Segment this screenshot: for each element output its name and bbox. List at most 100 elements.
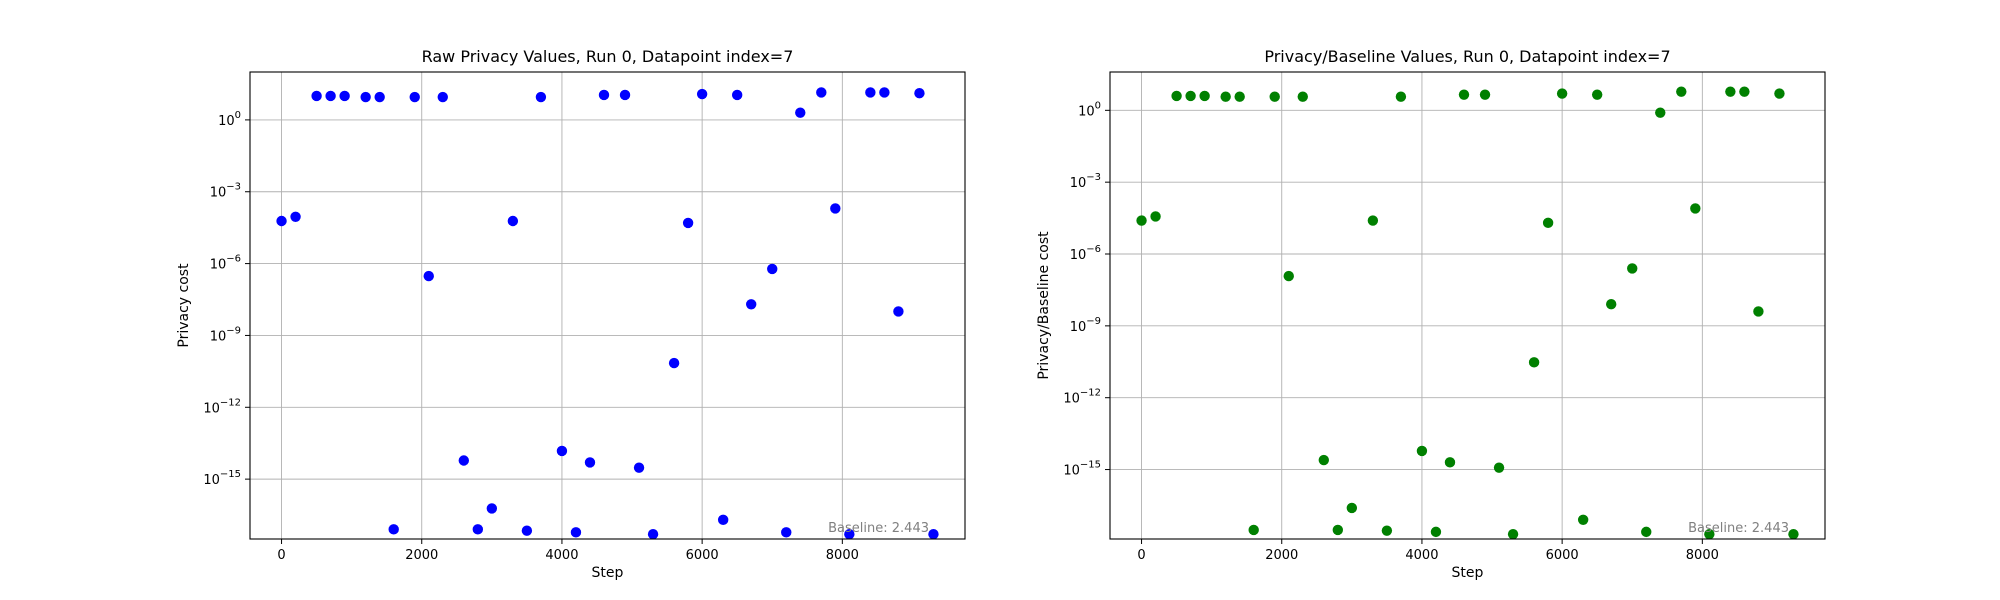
x-tick-label: 2000 <box>405 548 438 563</box>
data-point <box>633 462 645 473</box>
data-point <box>374 91 385 103</box>
data-point <box>1248 524 1259 536</box>
data-point <box>1430 526 1442 538</box>
data-point <box>1479 89 1491 100</box>
data-point <box>1346 502 1358 514</box>
data-point <box>1234 91 1245 102</box>
y-tick-base: 10 <box>218 114 235 129</box>
data-point <box>1753 306 1764 317</box>
x-tick-label: 0 <box>277 548 285 563</box>
y-tick-label: 100 <box>218 110 241 129</box>
data-point <box>311 90 322 102</box>
data-point <box>1150 211 1161 222</box>
data-point <box>1641 526 1652 538</box>
chart-title: Privacy/Baseline Values, Run 0, Datapoin… <box>1264 47 1670 66</box>
y-tick-exponent: −12 <box>220 397 241 408</box>
data-point <box>1171 90 1182 102</box>
data-point <box>325 90 336 102</box>
x-axis-label: Step <box>1452 565 1484 581</box>
data-point <box>696 88 708 100</box>
y-axis-label: Privacy/Baseline cost <box>1036 231 1052 380</box>
y-tick-exponent: −9 <box>1086 316 1101 327</box>
y-tick-exponent: −12 <box>1080 388 1101 399</box>
data-point <box>1556 88 1568 99</box>
data-point <box>1136 215 1147 226</box>
data-point <box>486 503 498 514</box>
x-tick-label: 4000 <box>1405 548 1438 563</box>
y-tick-base: 10 <box>210 329 227 344</box>
data-point <box>1591 89 1603 100</box>
y-tick-label: 10−9 <box>1070 316 1101 335</box>
plot-frame <box>1109 71 1826 540</box>
data-point <box>535 91 547 103</box>
y-tick-base: 10 <box>210 258 227 273</box>
data-point <box>598 89 610 101</box>
data-point <box>388 524 399 535</box>
data-point <box>339 90 350 102</box>
plot-area <box>250 72 965 539</box>
y-tick-base: 10 <box>1063 392 1080 407</box>
data-point <box>409 91 420 103</box>
y-tick-exponent: −3 <box>1086 172 1101 183</box>
data-point <box>865 87 876 98</box>
data-point <box>360 91 371 103</box>
y-tick-label: 10−6 <box>1070 244 1101 263</box>
x-tick-label: 8000 <box>1686 548 1719 563</box>
data-point <box>647 529 659 540</box>
y-tick-label: 10−15 <box>203 469 241 488</box>
data-point <box>767 263 778 275</box>
y-tick-exponent: −15 <box>220 469 241 480</box>
x-tick-label: 0 <box>1137 548 1145 563</box>
data-point <box>556 445 568 457</box>
y-tick-base: 10 <box>203 473 220 488</box>
y-tick-label: 10−12 <box>203 397 241 416</box>
data-point <box>1318 454 1329 466</box>
x-tick-label: 2000 <box>1265 548 1298 563</box>
data-point <box>928 529 939 540</box>
baseline-annotation: Baseline: 2.443 <box>1688 521 1789 536</box>
data-point <box>1739 86 1750 97</box>
raw-privacy-panel: 0 2000 4000 6000 800010010−310−610−910−1210−… <box>176 47 966 581</box>
x-tick-label: 4000 <box>545 548 578 563</box>
data-point <box>1297 91 1308 102</box>
data-point <box>290 211 301 222</box>
data-point <box>1416 445 1428 457</box>
data-point <box>437 91 448 103</box>
y-tick-exponent: −15 <box>1080 460 1101 471</box>
data-point <box>914 88 925 99</box>
data-point <box>1269 91 1280 102</box>
y-tick-exponent: −6 <box>226 254 241 265</box>
data-point <box>893 306 904 317</box>
data-point <box>570 527 582 538</box>
data-point <box>458 455 469 466</box>
privacy-baseline-panel: 0 2000 4000 6000 800010010−310−610−910−1210−… <box>1036 47 1826 581</box>
x-tick-label: 8000 <box>826 548 859 563</box>
data-point <box>1606 299 1617 310</box>
plot-area <box>1110 72 1825 539</box>
data-point <box>668 357 680 369</box>
data-point <box>507 215 519 227</box>
data-point <box>879 87 890 98</box>
y-tick-base: 10 <box>1063 464 1080 479</box>
y-tick-label: 10−9 <box>210 325 241 344</box>
data-point <box>781 527 792 538</box>
data-point <box>1788 528 1799 540</box>
data-point <box>1507 528 1519 540</box>
y-tick-label: 10−6 <box>210 254 241 273</box>
data-point <box>1774 88 1785 99</box>
y-tick-label: 10−15 <box>1063 460 1101 479</box>
chart-title: Raw Privacy Values, Run 0, Datapoint ind… <box>422 47 794 66</box>
data-point <box>1704 528 1715 540</box>
data-point <box>746 299 757 310</box>
x-axis-label: Step <box>592 565 624 581</box>
data-point <box>1220 91 1231 102</box>
y-tick-label: 10−3 <box>1070 172 1101 191</box>
data-point <box>682 217 694 229</box>
data-point <box>1690 203 1701 214</box>
y-tick-exponent: 0 <box>235 110 241 121</box>
data-point <box>1283 270 1294 282</box>
y-tick-base: 10 <box>1070 176 1087 191</box>
data-point <box>795 107 806 118</box>
data-point <box>1577 514 1589 525</box>
